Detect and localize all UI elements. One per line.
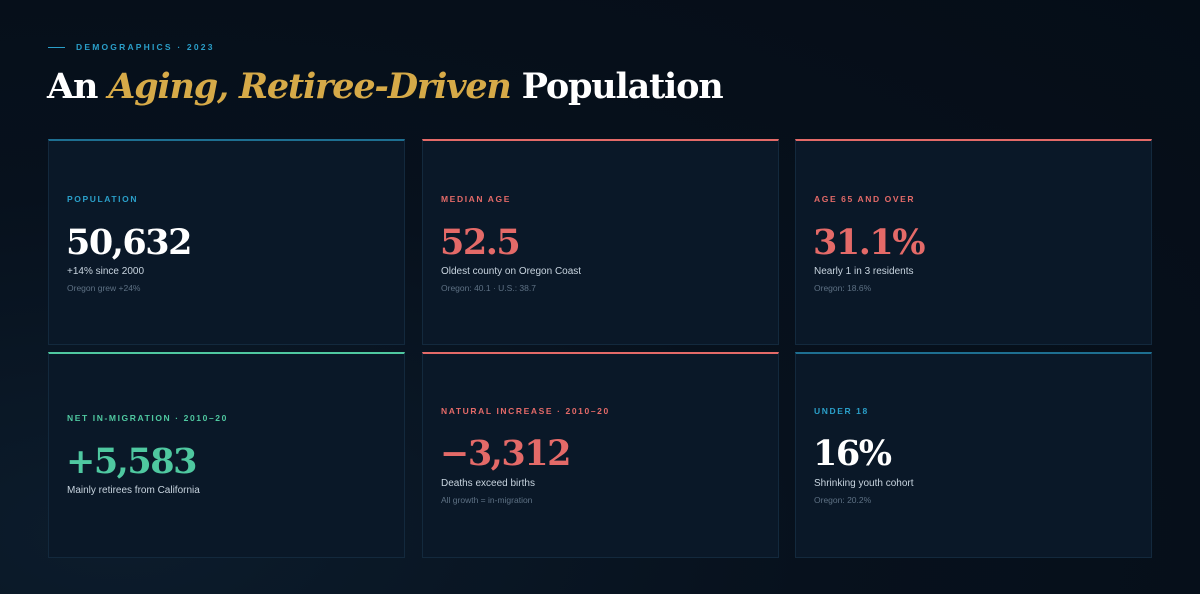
stat-subtext: Mainly retirees from California (67, 485, 200, 496)
stat-label: MEDIAN AGE (441, 194, 511, 204)
stat-note: Oregon: 18.6% (814, 283, 872, 293)
stat-subtext: Deaths exceed births (441, 478, 535, 489)
stat-subtext: Oldest county on Oregon Coast (441, 266, 582, 277)
stat-label: UNDER 18 (814, 406, 869, 416)
stat-card-population: POPULATION 50,632 +14% since 2000 Oregon… (48, 139, 405, 345)
stat-note: All growth = in-migration (441, 495, 533, 505)
eyebrow-label: DEMOGRAPHICS · 2023 (76, 42, 215, 52)
stat-subtext: +14% since 2000 (67, 266, 145, 277)
stat-value: 31.1% (813, 222, 926, 263)
title-lead: An (47, 66, 109, 107)
stat-note: Oregon: 40.1 · U.S.: 38.7 (441, 283, 536, 293)
stat-value: 52.5 (440, 222, 521, 263)
eyebrow-rule (48, 46, 65, 48)
section-eyebrow: DEMOGRAPHICS · 2023 (48, 40, 215, 54)
title-tail: Population (510, 66, 724, 107)
stat-value: −3,312 (440, 433, 571, 474)
stat-card-natural-increase: NATURAL INCREASE · 2010–20 −3,312 Deaths… (422, 352, 779, 558)
stat-label: NATURAL INCREASE · 2010–20 (441, 406, 610, 416)
page-title: An Aging, Retiree-Driven Population (47, 62, 724, 112)
title-accent: Aging, Retiree-Driven (108, 66, 512, 107)
stat-subtext: Nearly 1 in 3 residents (814, 266, 914, 277)
stat-label: AGE 65 AND OVER (814, 194, 916, 204)
stat-card-under-18: UNDER 18 16% Shrinking youth cohort Oreg… (795, 352, 1152, 558)
stat-value: 50,632 (66, 222, 192, 263)
stat-card-age-65-over: AGE 65 AND OVER 31.1% Nearly 1 in 3 resi… (795, 139, 1152, 345)
stat-subtext: Shrinking youth cohort (814, 478, 914, 489)
stat-label: NET IN-MIGRATION · 2010–20 (67, 413, 228, 423)
stat-note: Oregon grew +24% (67, 283, 141, 293)
stat-card-net-in-migration: NET IN-MIGRATION · 2010–20 +5,583 Mainly… (48, 352, 405, 558)
stat-card-median-age: MEDIAN AGE 52.5 Oldest county on Oregon … (422, 139, 779, 345)
stats-grid: POPULATION 50,632 +14% since 2000 Oregon… (48, 139, 1152, 558)
stat-label: POPULATION (67, 194, 139, 204)
stat-note: Oregon: 20.2% (814, 495, 872, 505)
stat-value: 16% (813, 433, 892, 474)
stat-value: +5,583 (66, 441, 197, 482)
